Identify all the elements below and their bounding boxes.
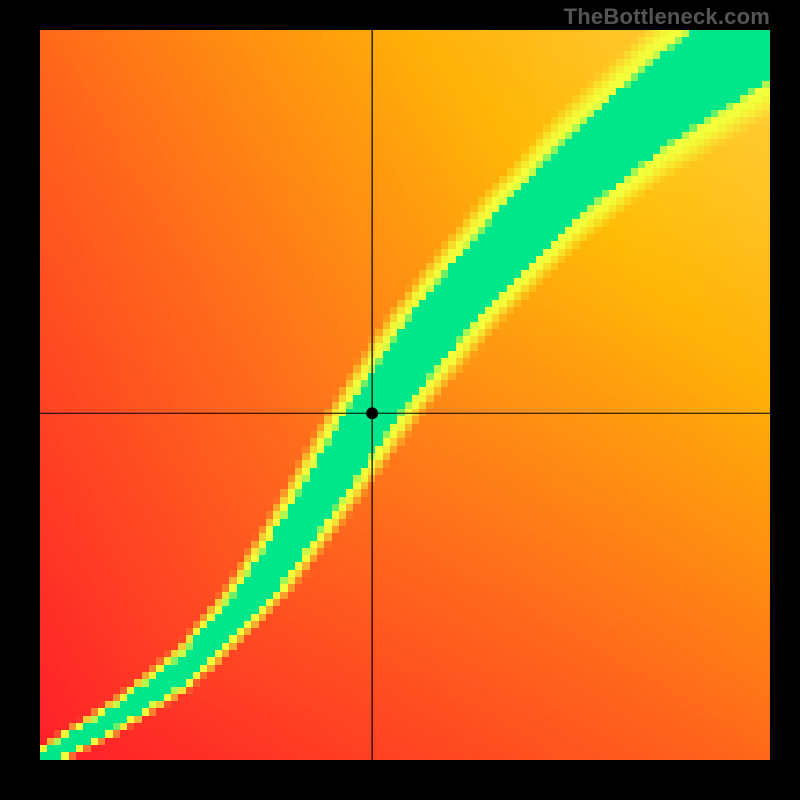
heatmap-canvas [40,30,770,760]
plot-area [40,30,770,760]
watermark-text: TheBottleneck.com [564,4,770,30]
chart-frame: TheBottleneck.com [0,0,800,800]
